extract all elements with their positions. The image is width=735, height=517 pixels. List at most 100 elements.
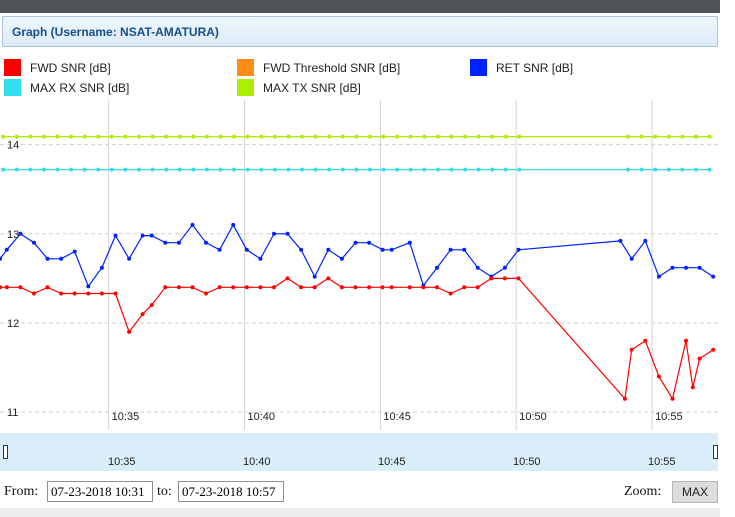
legend-label-max-tx-snr: MAX TX SNR [dB] [263, 80, 361, 95]
data-point-ret-snr [176, 240, 181, 245]
page-right-margin [720, 0, 735, 517]
data-point-max-rx-snr [354, 167, 359, 172]
x-tick-label: 10:45 [383, 411, 411, 423]
data-point-fwd-snr [113, 291, 118, 296]
range-navigator[interactable]: 10:35 10:40 10:45 10:50 10:55 [0, 433, 718, 471]
data-point-ret-snr [258, 256, 263, 261]
data-point-ret-snr [0, 256, 2, 261]
data-point-ret-snr [629, 256, 634, 261]
date-range-footer: From: to: Zoom: MAX [0, 476, 720, 506]
data-point-max-rx-snr [96, 167, 101, 172]
data-point-max-rx-snr [666, 167, 671, 172]
data-point-max-rx-snr [503, 167, 508, 172]
graph-title: Graph (Username: NSAT-AMATURA) [12, 25, 219, 39]
data-point-fwd-snr [670, 396, 675, 401]
data-point-max-rx-snr [55, 167, 60, 172]
data-point-ret-snr [389, 247, 394, 252]
data-point-max-rx-snr [137, 167, 141, 172]
data-point-max-rx-snr [435, 167, 440, 172]
data-point-max-rx-snr [653, 167, 658, 172]
data-point-ret-snr [618, 238, 623, 243]
data-point-max-rx-snr [626, 167, 631, 172]
data-point-fwd-snr [99, 291, 104, 296]
data-point-max-rx-snr [368, 167, 372, 172]
data-point-max-rx-snr [1, 167, 6, 172]
data-point-ret-snr [45, 256, 50, 261]
data-point-max-tx-snr [300, 134, 304, 139]
data-point-ret-snr [127, 256, 132, 261]
data-point-max-tx-snr [517, 134, 522, 139]
data-point-ret-snr [312, 274, 317, 279]
legend-item-max-tx-snr[interactable]: MAX TX SNR [dB] [237, 79, 361, 96]
to-date-input[interactable] [178, 481, 284, 502]
data-point-max-rx-snr [313, 167, 318, 172]
data-point-ret-snr [711, 274, 716, 279]
data-point-fwd-snr [489, 276, 494, 281]
data-point-ret-snr [643, 238, 648, 243]
data-point-fwd-snr [204, 291, 208, 296]
zoom-max-button[interactable]: MAX [672, 481, 718, 503]
data-point-fwd-snr [407, 285, 412, 290]
data-point-max-tx-snr [259, 134, 264, 139]
y-tick-label: 14 [7, 140, 19, 152]
data-point-ret-snr [475, 265, 480, 270]
data-point-max-tx-snr [96, 134, 101, 139]
data-point-max-tx-snr [368, 134, 372, 139]
data-point-ret-snr [140, 233, 145, 238]
data-point-max-tx-snr [408, 134, 413, 139]
data-point-max-tx-snr [55, 134, 60, 139]
navigator-right-handle[interactable] [713, 445, 718, 459]
data-point-fwd-snr [697, 356, 702, 361]
data-point-max-rx-snr [164, 167, 169, 172]
x-tick-label: 10:50 [519, 411, 547, 423]
data-point-ret-snr [86, 284, 91, 289]
data-point-fwd-snr [711, 347, 716, 352]
legend-item-fwd-threshold-snr[interactable]: FWD Threshold SNR [dB] [237, 59, 400, 76]
window-top-bar [0, 0, 720, 13]
data-point-ret-snr [231, 222, 236, 227]
data-point-fwd-snr [421, 285, 426, 290]
data-point-max-rx-snr [82, 167, 87, 172]
data-point-fwd-snr [380, 285, 385, 290]
data-point-max-tx-snr [150, 134, 155, 139]
data-point-fwd-snr [462, 285, 467, 290]
data-point-max-tx-snr [272, 134, 277, 139]
data-point-max-tx-snr [41, 134, 46, 139]
data-point-fwd-snr [59, 291, 64, 296]
data-point-fwd-snr [502, 276, 507, 281]
data-point-max-tx-snr [245, 134, 250, 139]
to-label: to: [157, 484, 172, 499]
data-point-max-tx-snr [490, 134, 495, 139]
data-point-max-rx-snr [422, 167, 427, 172]
data-point-ret-snr [217, 247, 222, 252]
legend-swatch-fwd-snr [4, 59, 21, 76]
y-tick-label: 12 [7, 318, 19, 330]
data-point-fwd-snr [149, 303, 154, 308]
data-point-max-rx-snr [204, 167, 209, 172]
legend-item-max-rx-snr[interactable]: MAX RX SNR [dB] [4, 79, 129, 96]
y-axis-labels: 11 12 13 14 [7, 140, 19, 420]
data-point-max-tx-snr [476, 134, 481, 139]
data-point-max-rx-snr [395, 167, 400, 172]
data-point-max-rx-snr [272, 167, 277, 172]
data-point-max-rx-snr [259, 167, 264, 172]
data-point-max-rx-snr [707, 167, 712, 172]
data-point-max-tx-snr [680, 134, 685, 139]
data-point-fwd-snr [72, 291, 77, 296]
data-point-fwd-snr [0, 285, 2, 290]
data-point-fwd-snr [4, 285, 9, 290]
data-point-ret-snr [367, 240, 372, 245]
data-point-ret-snr [190, 222, 195, 227]
zoom-label: Zoom: [624, 484, 662, 499]
data-point-ret-snr [697, 265, 702, 270]
legend-item-fwd-snr[interactable]: FWD SNR [dB] [4, 59, 111, 76]
data-point-ret-snr [285, 231, 290, 236]
data-point-ret-snr [244, 247, 249, 252]
from-date-input[interactable] [47, 481, 153, 502]
data-point-max-tx-snr [164, 134, 169, 139]
navigator-left-handle[interactable] [3, 445, 8, 459]
legend-item-ret-snr[interactable]: RET SNR [dB] [470, 59, 573, 76]
data-point-ret-snr [163, 240, 168, 245]
data-point-fwd-snr [629, 347, 634, 352]
legend-label-fwd-snr: FWD SNR [dB] [30, 60, 111, 75]
